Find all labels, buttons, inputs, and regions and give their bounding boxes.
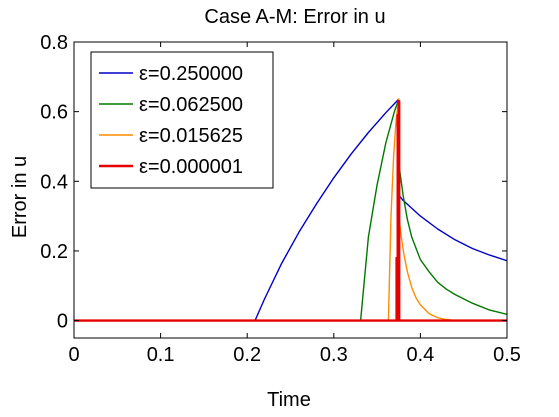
plot-frame bbox=[73, 41, 508, 339]
legend: ε=0.250000 ε=0.062500 ε=0.015625 ε=0.000001 bbox=[90, 51, 274, 189]
plot-axes: 0 0.1 0.2 0.3 0.4 0.5 0 0.2 0.4 0.6 0.8 bbox=[40, 32, 521, 366]
series-1-line bbox=[74, 98, 507, 322]
x-tick-label: 0 bbox=[68, 344, 79, 366]
legend-label-3: ε=0.015625 bbox=[139, 125, 243, 147]
plot-series bbox=[74, 98, 507, 322]
y-tick-label: 0 bbox=[57, 311, 68, 333]
legend-label-4: ε=0.000001 bbox=[139, 156, 243, 178]
x-tick-label: 0.2 bbox=[233, 344, 261, 366]
x-tick-label: 0.5 bbox=[493, 344, 521, 366]
x-axis-label: Time bbox=[267, 389, 311, 411]
y-tick-label: 0.2 bbox=[40, 241, 68, 263]
y-tick-label: 0.4 bbox=[40, 171, 68, 193]
y-tick-label: 0.8 bbox=[40, 32, 68, 54]
series-3-line bbox=[74, 98, 507, 322]
y-axis-label: Error in u bbox=[9, 156, 31, 238]
legend-label-1: ε=0.250000 bbox=[139, 63, 243, 85]
x-tick-label: 0.3 bbox=[320, 344, 348, 366]
series-4-line bbox=[74, 99, 507, 322]
x-tick-label: 0.1 bbox=[147, 344, 175, 366]
chart-title: Case A-M: Error in u bbox=[204, 6, 385, 28]
x-tick-label: 0.4 bbox=[406, 344, 434, 366]
series-2-line bbox=[74, 98, 507, 322]
legend-label-2: ε=0.062500 bbox=[139, 94, 243, 116]
y-tick-label: 0.6 bbox=[40, 102, 68, 124]
